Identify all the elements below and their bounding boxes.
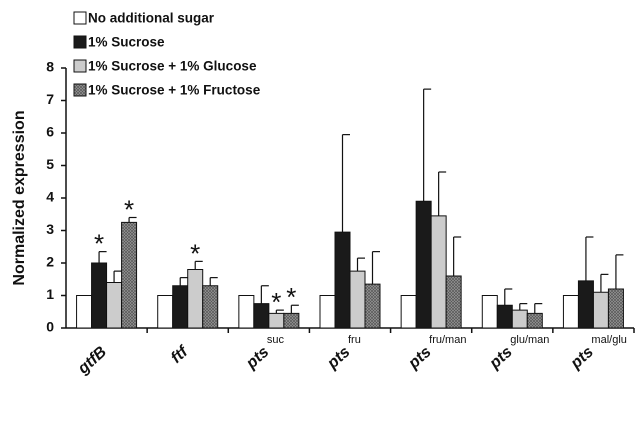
significance-marker: * [190,238,200,268]
y-tick-label: 3 [46,221,54,237]
category-label: ftf [168,342,193,366]
bar [415,200,432,329]
error-bar [98,251,107,263]
bar [238,295,255,329]
bar [526,312,543,329]
y-tick-label: 7 [46,91,54,107]
legend-label: 1% Sucrose + 1% Glucose [88,59,257,74]
bar [481,295,498,329]
y-tick-label: 1 [46,286,54,302]
significance-marker: * [124,194,134,224]
category-label: gtfB [74,343,110,378]
y-tick-label: 2 [46,254,54,270]
category-label: pts [567,343,597,372]
legend-label: 1% Sucrose [88,35,165,50]
error-bar [453,236,462,276]
error-bar [275,309,284,314]
bar [400,295,417,329]
bar [121,221,138,329]
error-bar [534,303,543,314]
y-tick-label: 4 [46,189,54,205]
category-superscript: glu/man [510,334,549,346]
bar [253,303,270,329]
bar [157,295,174,329]
error-bar [585,236,594,281]
significance-marker: * [94,229,104,259]
error-bar [600,273,609,293]
error-bar [438,171,447,216]
bar [283,312,300,329]
legend-label: 1% Sucrose + 1% Fructose [88,83,261,98]
bar [349,270,366,329]
y-tick-label: 6 [46,124,54,140]
error-bar [615,254,624,289]
bar [496,304,513,329]
significance-marker: * [286,282,296,312]
y-tick-label: 8 [46,59,54,75]
significance-marker: * [271,287,281,317]
error-bar [194,260,203,270]
y-axis-title: Normalized expression [11,110,28,285]
bar [430,215,447,329]
error-bar [128,216,137,223]
legend-swatch [73,59,87,73]
error-bar [290,304,299,314]
bar [172,285,189,329]
bar [511,309,528,329]
error-bar [504,288,513,306]
bar [187,269,204,329]
error-bar [209,277,218,286]
error-bar [371,251,380,285]
error-bar [179,277,188,286]
bar [577,280,594,329]
category-superscript: fru [348,334,361,346]
error-bar [519,303,528,311]
category-superscript: fru/man [429,334,466,346]
category-superscript: suc [267,334,285,346]
y-tick-label: 5 [46,156,54,172]
bar [319,295,336,329]
legend-swatch [73,11,87,25]
error-bar [356,257,365,272]
bar [445,275,462,329]
category-label: pts [486,343,516,372]
error-bar [423,88,432,202]
error-bar [260,285,269,304]
category-label: pts [242,343,272,372]
bar [592,291,609,329]
y-tick-label: 0 [46,319,54,335]
legend-swatch [73,35,87,49]
legend-label: No additional sugar [88,11,215,26]
bar [364,283,381,329]
bar [334,231,351,329]
error-bar [113,270,122,283]
bar [562,295,579,329]
bar [91,262,108,329]
legend-swatch [73,83,87,97]
bar [76,295,93,329]
category-label: pts [324,343,354,372]
bar [106,282,123,329]
bar [202,285,219,329]
category-label: pts [405,343,435,372]
category-superscript: mal/glu [591,334,626,346]
error-bar [341,134,350,233]
bar [607,288,624,329]
